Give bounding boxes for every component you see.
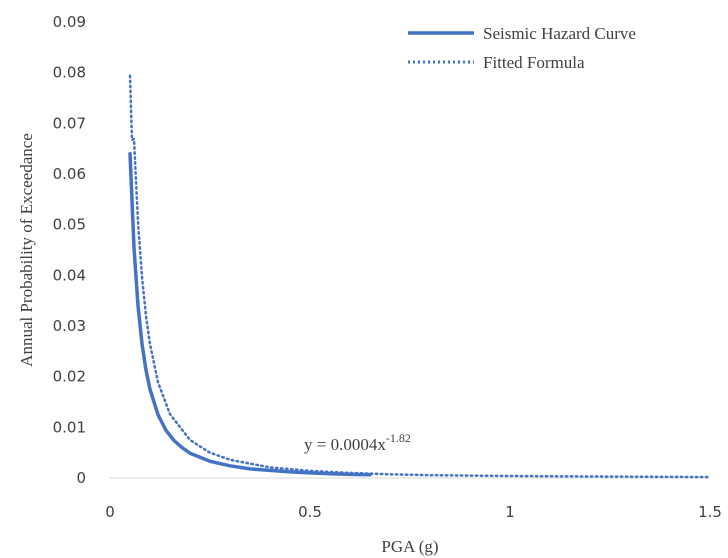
y-tick-label: 0.08 bbox=[53, 64, 86, 82]
series-line-seismic-hazard-curve bbox=[128, 151, 372, 477]
x-tick-label: 0 bbox=[105, 503, 115, 521]
y-tick-label: 0.05 bbox=[53, 216, 86, 234]
y-tick-label: 0.04 bbox=[53, 266, 86, 284]
legend-label-fitted-formula: Fitted Formula bbox=[483, 53, 585, 72]
trendline-equation: y = 0.0004x-1.82 bbox=[304, 431, 411, 454]
y-tick-label: 0.07 bbox=[53, 114, 86, 132]
y-tick-label: 0.03 bbox=[53, 317, 86, 335]
y-tick-label: 0.02 bbox=[53, 368, 86, 386]
x-axis-title: PGA (g) bbox=[381, 537, 438, 556]
plot-area bbox=[128, 74, 712, 479]
legend: Seismic Hazard Curve Fitted Formula bbox=[408, 24, 636, 72]
x-tick-labels: 0 0.5 1 1.5 bbox=[105, 503, 722, 521]
y-tick-label: 0.01 bbox=[53, 418, 86, 436]
trendline-equation-base: y = 0.0004x bbox=[304, 435, 386, 454]
series-line-fitted-formula bbox=[128, 74, 712, 479]
y-tick-label: 0 bbox=[76, 469, 86, 487]
x-tick-label: 1 bbox=[505, 503, 515, 521]
y-tick-labels: 0 0.01 0.02 0.03 0.04 0.05 0.06 0.07 0.08 0.09 bbox=[53, 13, 86, 487]
legend-label-seismic-hazard-curve: Seismic Hazard Curve bbox=[483, 24, 636, 43]
x-tick-label: 0.5 bbox=[298, 503, 322, 521]
y-tick-label: 0.09 bbox=[53, 13, 86, 31]
x-tick-label: 1.5 bbox=[698, 503, 722, 521]
trendline-equation-exponent: -1.82 bbox=[386, 431, 411, 445]
y-axis-title: Annual Probability of Exceedance bbox=[17, 133, 36, 367]
y-tick-label: 0.06 bbox=[53, 165, 86, 183]
